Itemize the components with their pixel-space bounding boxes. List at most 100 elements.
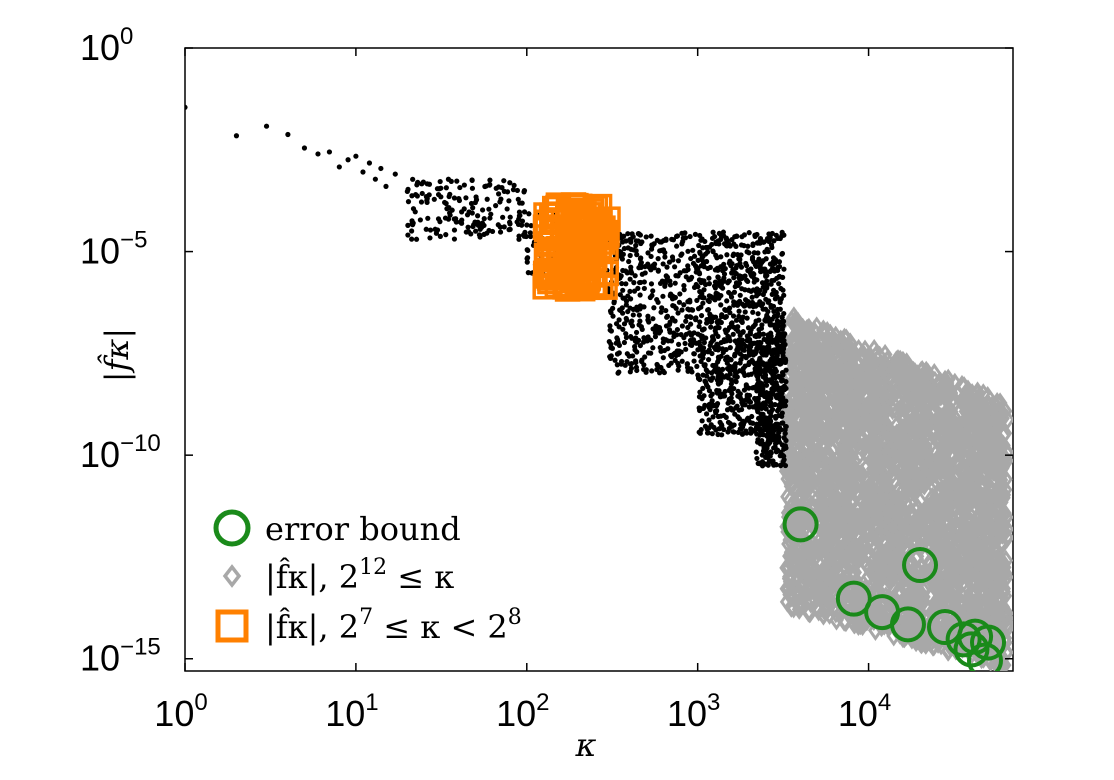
grey-diamond-point [899,395,915,417]
black-dot-point [736,256,742,262]
black-dot-point [714,390,720,396]
black-dot-point [713,252,719,258]
black-dot-point [662,254,668,260]
black-dot-point [757,340,764,346]
black-dot-point [778,285,784,292]
grey-diamond-point [783,496,799,518]
black-dot-point [449,207,455,213]
black-dot-point [759,322,765,328]
black-dot-point [617,292,623,298]
black-dot-point [653,326,660,333]
black-dot-point [735,282,741,288]
black-dot-point [749,299,756,306]
grey-diamond-point [841,589,857,612]
black-dot-point [706,417,712,423]
grey-diamond-point [977,399,993,421]
black-dot-point [724,252,730,258]
black-dot-point [695,257,701,263]
black-dot-point [666,327,673,333]
black-dot-point [733,233,740,239]
black-dot-point [715,279,722,286]
black-dot-point [670,257,676,263]
black-dot-point [695,331,701,337]
grey-diamond-point [849,507,865,529]
black-dot-point [696,270,702,276]
grey-diamond-point [924,422,940,444]
black-dot-point [709,338,716,344]
black-dot-point [475,219,481,225]
black-dot-point [715,274,721,280]
grey-diamond-point [984,583,1000,605]
black-dot-point [670,237,677,243]
grey-diamond-point [811,585,827,607]
black-dot-point [748,430,754,436]
black-dot-point [728,381,735,387]
black-dot-point [632,344,638,350]
black-dot-point [728,321,735,327]
grey-diamond-point [896,381,911,403]
black-dot-point [734,374,740,380]
series-grey-diamonds [778,306,1013,671]
black-dot-point [468,231,474,237]
grey-diamond-point [861,487,876,510]
black-dot-point [657,345,663,351]
black-dot-point [413,191,419,198]
black-dot-point [740,402,746,408]
black-dot-point [723,357,729,363]
black-dot-point [610,305,616,311]
black-dot-point [624,317,630,323]
black-dot-point [631,280,637,286]
black-dot-point [667,293,673,299]
black-dot-point [750,241,756,247]
grey-diamond-point [786,396,802,418]
grey-diamond-point [851,482,867,504]
black-dot-point [775,306,781,313]
black-dot-point [677,291,683,297]
black-dot-point [764,283,770,290]
black-dot-point [699,294,705,301]
black-dot-point [504,189,511,195]
black-dot-point [448,178,454,184]
black-dot-point [628,264,634,270]
black-dot-point [648,233,654,239]
black-dot-point [708,393,714,399]
grey-diamond-point [828,573,844,595]
black-dot-point [763,378,769,385]
black-dot-point [778,296,784,302]
black-dot-point [637,342,643,349]
black-dot-point [728,294,735,300]
grey-diamond-point [875,405,891,427]
grey-diamond-point [996,581,1011,603]
black-dot-point [708,293,714,300]
black-dot-point [759,280,766,286]
black-dot-point [702,362,708,368]
black-dot-point [626,258,632,265]
grey-diamond-point [801,601,816,623]
black-dot-point [746,359,752,365]
black-dot-point [516,216,522,222]
black-dot-point [761,427,767,433]
grey-diamond-point [836,570,852,593]
grey-diamond-point [836,555,852,578]
black-dot-point [457,184,463,191]
black-dot-point [630,312,636,318]
black-dot-point [740,365,746,372]
black-dot-point [676,299,683,305]
black-dot-point [778,388,784,394]
black-dot-point [780,322,786,328]
black-dot-point [761,423,767,429]
grey-diamond-point [853,426,869,448]
black-dot-point [774,313,780,319]
black-dot-point [608,328,614,334]
x-tick-label: 101 [325,689,378,734]
black-dot-point [620,287,626,293]
black-dot-point [769,291,775,297]
black-dot-point [704,430,711,436]
black-dot-point [760,400,766,407]
black-dot-point [700,372,706,378]
black-dot-point [459,209,465,215]
grey-diamond-point [890,501,906,523]
black-dot-point [743,277,750,283]
grey-diamond-point [953,416,969,438]
black-dot-point [669,354,675,360]
